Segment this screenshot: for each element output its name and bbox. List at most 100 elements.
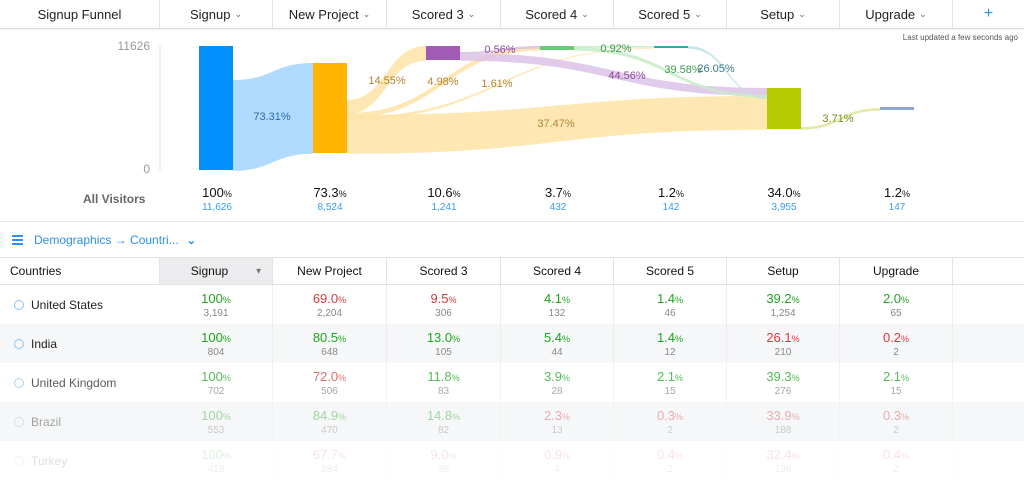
radio-icon[interactable]: [14, 338, 24, 349]
step-scored-4[interactable]: Scored 4 ⌄: [501, 0, 614, 28]
cell-count: 2: [893, 464, 899, 475]
funnel-node-setup[interactable]: [767, 88, 801, 129]
table-row[interactable]: Turkey 100% 419 67.7% 284 9.0% 38 0.9% 4 0.4% 2 32.…: [0, 441, 1024, 480]
breakdown-selector[interactable]: Demographics → Countri... ⌄: [12, 233, 196, 247]
cell-count: 15: [890, 386, 902, 397]
table-row[interactable]: United Kingdom 100% 702 72.0% 506 11.8% 83 3.9%…: [0, 363, 1024, 402]
cell-percent: 1.4: [656, 330, 676, 345]
country-name: United Kingdom: [31, 375, 117, 390]
breakdown-label: Demographics → Countri...: [34, 233, 179, 247]
step-label: Scored 4: [525, 6, 578, 22]
radio-icon[interactable]: [14, 416, 24, 427]
column-signup[interactable]: Signup ▾: [160, 258, 273, 284]
step-signup[interactable]: Signup ⌄: [160, 0, 273, 28]
funnel-node-signup[interactable]: [199, 46, 233, 170]
cell-count: 12: [664, 347, 676, 358]
funnel-node-new-project[interactable]: [313, 63, 347, 153]
cell-count: 702: [207, 386, 225, 397]
funnel-node-scored-3[interactable]: [426, 46, 460, 60]
conversion-cell: 100% 419: [160, 441, 273, 480]
flow-band[interactable]: [801, 108, 880, 130]
cell-percent: 2.1: [882, 369, 902, 384]
step-label: Signup: [189, 6, 231, 22]
step-setup[interactable]: Setup ⌄: [727, 0, 840, 28]
conversion-cell: 1.4% 46: [614, 285, 727, 324]
radio-icon[interactable]: [14, 299, 24, 310]
flow-band[interactable]: [347, 96, 767, 154]
cell-percent: 0.2: [882, 330, 902, 345]
radio-icon[interactable]: [14, 377, 24, 388]
column-scored-5[interactable]: Scored 5: [614, 258, 727, 284]
segment-label: All Visitors: [83, 192, 146, 206]
country-name: India: [31, 336, 58, 351]
flow-band[interactable]: [347, 46, 426, 114]
table-row[interactable]: Brazil 100% 553 84.9% 470 14.8% 82 2.3% 13 0.3% 2 3…: [0, 402, 1024, 441]
funnel-node-scored-4[interactable]: [540, 46, 574, 50]
flow-label: 44.56%: [608, 70, 646, 82]
conversion-cell: 4.1% 132: [501, 285, 614, 324]
column-spacer: [953, 258, 1024, 284]
conversion-cell: 32.4% 136: [727, 441, 840, 480]
country-name: Brazil: [31, 414, 62, 429]
flow-band[interactable]: [574, 47, 767, 98]
step-scored-3[interactable]: Scored 3 ⌄: [387, 0, 501, 28]
y-max-label: 11626: [117, 39, 150, 53]
column-upgrade[interactable]: Upgrade: [840, 258, 953, 284]
flow-label: 3.71%: [822, 113, 853, 125]
conversion-cell: 84.9% 470: [273, 402, 387, 441]
conversion-cell: 9.5% 306: [387, 285, 501, 324]
cell-count: 276: [774, 386, 792, 397]
flow-band[interactable]: [347, 48, 654, 120]
funnel-node-upgrade[interactable]: [880, 107, 914, 110]
cell-count: 648: [321, 347, 338, 358]
table-row[interactable]: India 100% 804 80.5% 648 13.0% 105 5.4% 44 1.4% 12…: [0, 324, 1024, 363]
conversion-cell: 13.0% 105: [387, 324, 501, 363]
conversion-cell: 1.4% 12: [614, 324, 727, 363]
table-row[interactable]: United States 100% 3,191 69.0% 2,204 9.5% 306 4…: [0, 285, 1024, 324]
flow-band[interactable]: [460, 46, 540, 54]
step-upgrade[interactable]: Upgrade ⌄: [840, 0, 953, 28]
cell-percent: 11.8: [427, 369, 452, 384]
column-scored-3[interactable]: Scored 3: [387, 258, 501, 284]
column-new-project[interactable]: New Project: [273, 258, 387, 284]
cell-percent: 72.0: [312, 369, 339, 384]
cell-percent: 67.7: [312, 447, 339, 462]
column-countries[interactable]: Countries: [0, 258, 160, 284]
flow-band[interactable]: [574, 46, 654, 48]
funnel-node-scored-5[interactable]: [654, 46, 688, 48]
cell-percent: 0.9: [543, 447, 563, 462]
cell-count: 2: [893, 425, 899, 436]
step-scored-5[interactable]: Scored 5 ⌄: [614, 0, 727, 28]
step-count: 3,955: [771, 202, 797, 213]
column-setup[interactable]: Setup: [727, 258, 840, 284]
column-label: Scored 3: [419, 264, 468, 278]
step-count: 11,626: [202, 202, 232, 213]
sort-desc-icon: ▾: [256, 265, 262, 277]
step-new-project[interactable]: New Project ⌄: [273, 0, 387, 28]
chevron-down-icon: ⌄: [694, 8, 702, 19]
column-scored-4[interactable]: Scored 4: [501, 258, 614, 284]
cell-count: 44: [551, 347, 563, 358]
flow-band[interactable]: [460, 53, 767, 96]
flow-band[interactable]: [347, 46, 540, 118]
cell-percent: 2.3: [543, 408, 563, 423]
cell-percent: 26.1: [766, 330, 792, 345]
flow-band[interactable]: [688, 46, 767, 99]
radio-icon[interactable]: [14, 455, 24, 466]
chevron-down-icon: ⌄: [362, 8, 371, 19]
cell-percent: 4.1: [543, 291, 563, 306]
country-cell: Turkey: [0, 441, 160, 480]
step-percent: 3.7: [544, 185, 564, 200]
conversion-cell: 33.9% 188: [727, 402, 840, 441]
cell-count: 46: [664, 308, 676, 319]
step-summary: 100% 11,626: [160, 185, 274, 213]
flow-label: 73.31%: [253, 111, 291, 123]
chevron-down-icon: ⌄: [234, 8, 243, 19]
step-percent: 10.6: [427, 185, 453, 200]
cell-percent: 2.1: [656, 369, 676, 384]
add-step-button[interactable]: +: [983, 5, 994, 22]
cell-count: 136: [774, 464, 792, 475]
flow-band[interactable]: [233, 63, 313, 171]
cell-count: 419: [207, 464, 225, 475]
step-count: 147: [888, 202, 906, 213]
